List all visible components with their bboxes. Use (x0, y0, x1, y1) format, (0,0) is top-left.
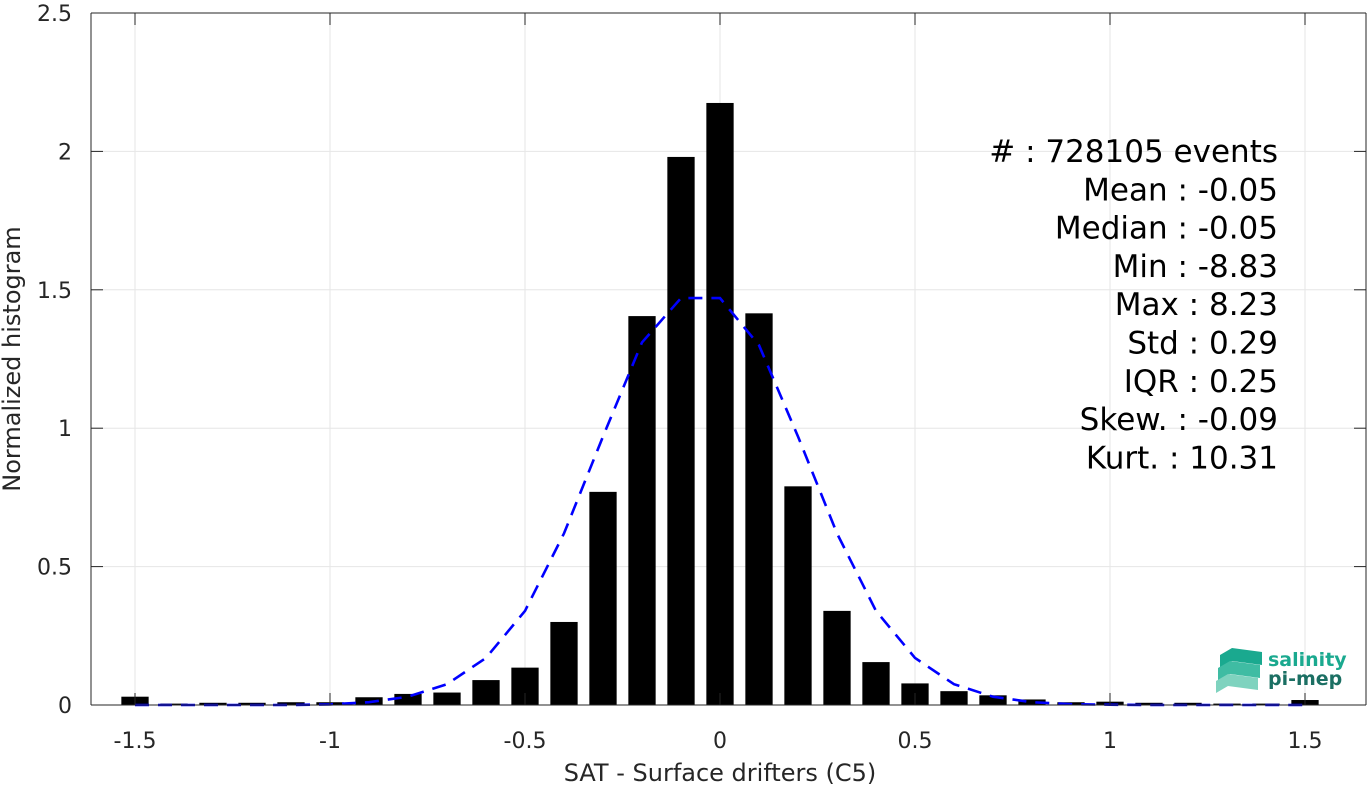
histogram-bar (667, 156, 695, 705)
stat-line: Max : 8.23 (1115, 287, 1278, 323)
histogram-bar (979, 695, 1007, 705)
x-tick-label: 0 (713, 729, 727, 754)
histogram-bar (745, 313, 773, 705)
salinity-pi-mep-logo: salinity pi-mep (1216, 648, 1347, 693)
x-tick-label: -1 (319, 729, 341, 754)
x-tick-label: 1 (1103, 729, 1117, 754)
histogram-bar (1135, 702, 1163, 705)
stat-line: # : 728105 events (989, 134, 1278, 170)
histogram-bar (628, 316, 656, 705)
histogram-bar (433, 692, 461, 705)
y-tick-label: 1 (58, 417, 72, 442)
histogram-bar (550, 621, 578, 705)
y-tick-labels: 0 0.5 1 1.5 2 2.5 (37, 2, 72, 719)
histogram-bar (862, 662, 890, 705)
histogram-bar (940, 691, 968, 705)
histogram-bar (706, 102, 734, 705)
histogram-bar (1018, 699, 1046, 705)
x-tick-label: 1.5 (1288, 729, 1323, 754)
histogram-bar (1174, 702, 1202, 705)
histogram-bar (823, 610, 851, 705)
stat-line: Mean : -0.05 (1083, 172, 1278, 208)
y-tick-label: 0 (58, 694, 72, 719)
y-tick-label: 2.5 (37, 2, 72, 27)
stat-line: IQR : 0.25 (1124, 364, 1278, 400)
stat-line: Median : -0.05 (1055, 211, 1278, 247)
y-axis-label: Normalized histogram (0, 226, 26, 491)
histogram-bars (121, 102, 1319, 705)
stat-line: Std : 0.29 (1127, 326, 1278, 362)
histogram-bar (472, 680, 500, 705)
histogram-bar (160, 703, 188, 705)
y-tick-label: 0.5 (37, 556, 72, 581)
stat-line: Kurt. : 10.31 (1086, 440, 1278, 476)
y-tick-label: 2 (58, 140, 72, 165)
y-tick-label: 1.5 (37, 279, 72, 304)
logo-waves-icon (1216, 648, 1262, 693)
axes-box (90, 12, 1367, 706)
x-tick-labels: -1.5 -1 -0.5 0 0.5 1 1.5 (114, 729, 1323, 754)
stat-line: Min : -8.83 (1113, 249, 1278, 285)
x-tick-label: 0.5 (898, 729, 933, 754)
x-tick-label: -0.5 (504, 729, 547, 754)
stat-line: Skew. : -0.09 (1080, 402, 1278, 438)
histogram-bar (784, 486, 812, 705)
logo-text-salinity: salinity (1268, 649, 1347, 671)
histogram-bar (589, 491, 617, 705)
logo-text-pi-mep: pi-mep (1268, 668, 1342, 690)
histogram-bar (394, 693, 422, 705)
histogram-bar (277, 702, 305, 705)
x-tick-label: -1.5 (114, 729, 157, 754)
x-axis-label: SAT - Surface drifters (C5) (564, 759, 877, 785)
